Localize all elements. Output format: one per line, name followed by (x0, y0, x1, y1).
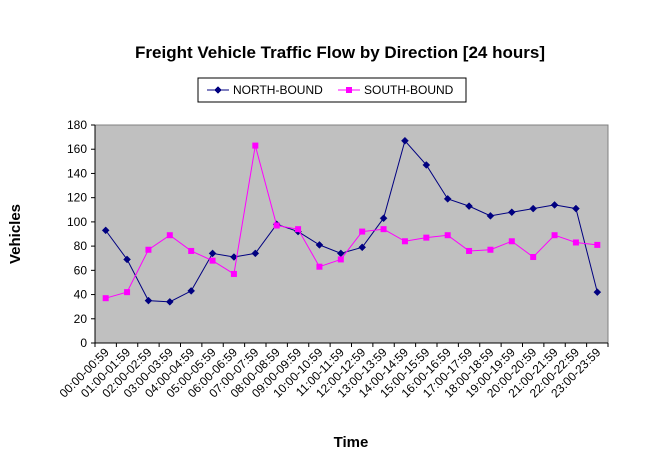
data-point (401, 238, 408, 245)
y-tick-label: 0 (80, 336, 87, 350)
x-axis-title: Time (334, 434, 369, 451)
legend: NORTH-BOUND SOUTH-BOUND (197, 77, 467, 103)
data-point (401, 136, 409, 145)
y-axis-title: Vehicles (7, 204, 24, 264)
data-point (295, 226, 302, 233)
legend-item: SOUTH-BOUND (338, 83, 454, 97)
y-tick-label: 100 (67, 215, 87, 229)
data-point (123, 255, 131, 264)
data-point (594, 241, 601, 248)
data-point (379, 214, 388, 223)
data-point (507, 208, 516, 217)
data-point (551, 232, 558, 239)
y-tick-label: 160 (67, 142, 87, 156)
x-axis: 00:00-00:5901:00-01:5902:00-02:5903:00-0… (57, 342, 609, 400)
data-point (529, 204, 538, 213)
data-point (165, 297, 174, 306)
data-point (209, 257, 216, 264)
data-point (444, 232, 451, 239)
data-point (187, 287, 196, 295)
data-point (337, 256, 344, 263)
data-point (465, 202, 473, 210)
data-point (273, 222, 280, 229)
legend-box (197, 77, 467, 103)
data-point (188, 247, 195, 254)
data-point (252, 142, 259, 149)
legend-marker (214, 86, 222, 94)
legend-label: SOUTH-BOUND (364, 83, 454, 97)
data-point (124, 289, 131, 296)
series-south-bound (102, 142, 601, 302)
data-point (593, 288, 602, 296)
data-point (466, 247, 473, 254)
data-point (358, 243, 367, 252)
legend-label: NORTH-BOUND (233, 83, 323, 97)
data-point (423, 234, 430, 241)
data-point (315, 241, 324, 249)
data-point (144, 296, 153, 305)
data-point (359, 228, 366, 235)
data-point (487, 246, 494, 253)
legend-item: NORTH-BOUND (207, 83, 323, 97)
y-tick-label: 180 (67, 118, 87, 132)
data-point (145, 246, 152, 253)
data-point (230, 270, 237, 277)
data-point (316, 263, 323, 270)
y-tick-label: 120 (67, 191, 87, 205)
data-point (101, 226, 110, 235)
y-tick-label: 80 (74, 239, 88, 253)
series-line (105, 139, 598, 303)
data-point (550, 201, 559, 209)
plot-area (94, 124, 609, 344)
data-point (443, 195, 452, 203)
chart-title: Freight Vehicle Traffic Flow by Directio… (135, 43, 545, 62)
data-point (251, 249, 260, 258)
data-point (208, 249, 217, 258)
data-point (102, 295, 109, 302)
data-point (530, 254, 537, 261)
data-point (572, 239, 579, 246)
series-layer (101, 136, 602, 306)
series-line (105, 145, 598, 299)
y-tick-label: 40 (74, 288, 88, 302)
data-point (230, 253, 238, 261)
legend-marker (346, 87, 352, 93)
data-point (572, 204, 580, 213)
data-point (508, 238, 515, 245)
y-axis: 0 20 40 60 80 100 120 140 160 180 (67, 118, 96, 350)
y-tick-label: 140 (67, 166, 87, 180)
data-point (486, 211, 495, 220)
y-tick-label: 20 (74, 312, 88, 326)
data-point (422, 161, 431, 169)
y-tick-label: 60 (74, 263, 88, 277)
data-point (380, 226, 387, 233)
data-point (166, 232, 173, 239)
